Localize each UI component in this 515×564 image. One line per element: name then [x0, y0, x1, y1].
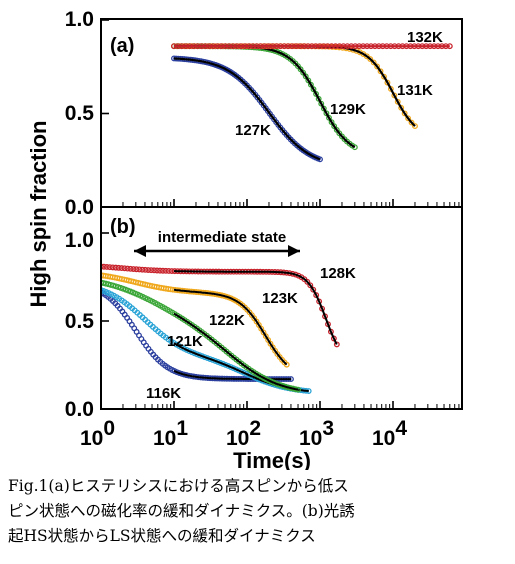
- y-tick-b-1: 0.5: [65, 310, 95, 333]
- data-point-b-128K: [106, 264, 113, 271]
- data-point-a-131K: [405, 115, 412, 122]
- data-point-a-131K: [408, 119, 415, 126]
- panel-label-b: (b): [110, 216, 136, 238]
- data-point-b-128K: [102, 263, 104, 270]
- data-point-a-131K: [363, 53, 370, 60]
- data-point-a-129K: [331, 123, 338, 130]
- series-label-127k: 127K: [235, 122, 271, 139]
- series-label-121k: 121K: [167, 333, 203, 350]
- data-point-b-128K: [165, 267, 172, 274]
- data-point-b-123K: [283, 361, 290, 368]
- caption-line-3: 起HS状態からLS状態への緩和ダイナミクス: [8, 527, 316, 545]
- x-tick-labels: 100 101 102 103 104: [80, 417, 407, 450]
- data-point-b-122K: [105, 281, 112, 288]
- data-point-b-128K: [121, 265, 128, 272]
- data-point-a-129K: [328, 119, 335, 126]
- data-point-b-121K: [102, 287, 104, 293]
- x-tick-2: 102: [226, 417, 261, 450]
- y-tick-b-2: 0.0: [65, 398, 94, 421]
- data-point-b-128K: [109, 264, 116, 271]
- data-point-a-131K: [370, 59, 377, 66]
- data-point-a-131K: [374, 63, 381, 70]
- data-point-a-131K: [398, 104, 405, 111]
- data-point-a-129K: [351, 144, 358, 151]
- data-point-b-128K: [154, 267, 160, 274]
- data-point-a-129K: [307, 81, 314, 88]
- y-tick-a-2: 0.0: [65, 196, 94, 219]
- data-point-a-131K: [381, 73, 387, 80]
- data-point-a-129K: [326, 114, 332, 121]
- data-point-b-128K: [139, 266, 146, 273]
- series-label-123k: 123K: [262, 290, 298, 307]
- data-point-b-128K: [145, 267, 152, 273]
- y-tick-b-0: 1.0: [65, 229, 94, 252]
- panel-b-plot: [102, 263, 340, 395]
- x-axis-label: Time(s): [233, 448, 311, 470]
- panel-a-plot: [171, 43, 453, 163]
- data-point-b-128K: [133, 266, 140, 273]
- x-tick-1: 101: [153, 417, 188, 450]
- data-point-a-131K: [401, 110, 408, 117]
- fit-line-b-121K: [173, 342, 309, 393]
- fit-line-a-127K: [173, 57, 321, 161]
- intermediate-state-arrow: [134, 245, 300, 257]
- data-point-b-128K: [102, 263, 107, 270]
- fit-line-b-128K: [174, 270, 338, 345]
- data-point-b-128K: [159, 267, 166, 274]
- y-axis-label: High spin fraction: [26, 121, 51, 308]
- fit-line-b-123K: [173, 288, 288, 366]
- caption-line-1: Fig.1(a)ヒステリシスにおける高スピンから低ス: [8, 477, 349, 495]
- data-point-a-131K: [367, 56, 374, 62]
- data-point-b-128K: [136, 266, 143, 273]
- fit-line-b-122K: [173, 312, 299, 391]
- data-point-b-128K: [310, 286, 317, 293]
- data-point-b-128K: [333, 341, 340, 348]
- series-label-128k: 128K: [320, 265, 356, 282]
- data-point-a-131K: [377, 68, 384, 75]
- panel-label-a: (a): [110, 35, 134, 57]
- data-point-b-128K: [157, 267, 163, 274]
- x-tick-3: 103: [299, 417, 334, 450]
- series-label-129k: 129K: [330, 101, 366, 118]
- data-point-b-128K: [304, 278, 311, 285]
- data-point-b-128K: [142, 266, 149, 273]
- data-point-a-129K: [302, 73, 309, 80]
- caption-line-2: ピン状態への磁化率の緩和ダイナミクス。(b)光誘: [8, 502, 355, 520]
- data-point-b-128K: [118, 265, 125, 272]
- data-point-a-129K: [305, 77, 312, 84]
- data-point-b-128K: [112, 264, 119, 271]
- series-label-122k: 122K: [209, 312, 245, 329]
- series-label-116k: 116K: [146, 385, 181, 402]
- series-label-132k: 132K: [407, 29, 443, 46]
- series-label-131k: 131K: [397, 82, 433, 99]
- data-point-b-128K: [127, 265, 134, 272]
- data-point-b-128K: [124, 265, 131, 272]
- intermediate-state-label: intermediate state: [158, 229, 286, 246]
- data-point-b-128K: [103, 264, 110, 270]
- data-point-b-128K: [130, 266, 137, 272]
- data-point-b-128K: [307, 282, 314, 289]
- data-point-b-128K: [148, 267, 155, 274]
- figure-caption: Fig.1(a)ヒステリシスにおける高スピンから低ス ピン状態への磁化率の緩和ダ…: [8, 474, 508, 549]
- axis-ticks: [100, 19, 460, 410]
- data-point-b-128K: [313, 292, 320, 299]
- y-tick-a-1: 0.5: [65, 102, 95, 125]
- x-tick-4: 104: [372, 417, 407, 450]
- data-point-b-128K: [162, 267, 169, 274]
- y-tick-a-0: 1.0: [65, 8, 94, 31]
- data-point-b-128K: [151, 267, 158, 274]
- figure: 1.0 0.5 0.0 1.0 0.5 0.0 100 101 102 103 …: [26, 8, 463, 470]
- data-point-b-128K: [115, 264, 122, 271]
- data-point-a-131K: [412, 123, 418, 130]
- x-tick-0: 100: [80, 417, 115, 450]
- fit-line-a-131K: [174, 45, 416, 127]
